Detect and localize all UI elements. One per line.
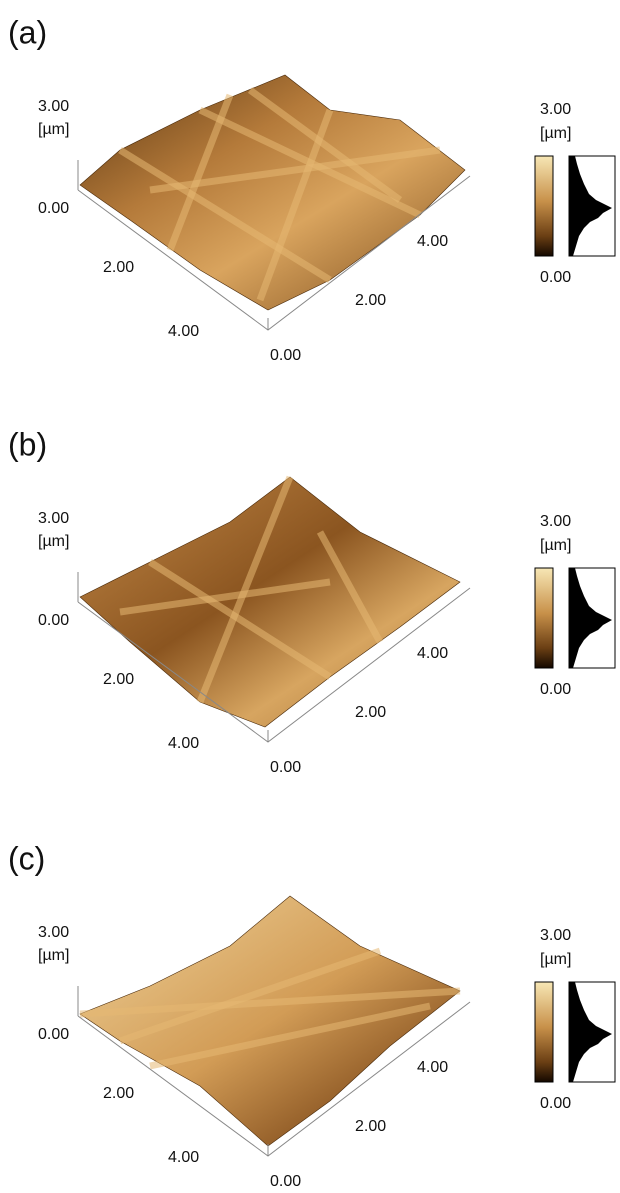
y-axis-label: 0.00 <box>270 759 301 776</box>
colorbar <box>535 982 553 1082</box>
z-axis-label: [µm] <box>38 947 69 964</box>
x-axis-label: 2.00 <box>103 259 134 276</box>
y-axis-label: 2.00 <box>355 704 386 721</box>
colorbar-label: 0.00 <box>540 681 571 698</box>
colorbar <box>535 156 553 256</box>
y-axis-label: 4.00 <box>417 233 448 250</box>
x-axis-label: 2.00 <box>103 671 134 688</box>
x-axis-label: 4.00 <box>168 323 199 340</box>
x-axis-label: 4.00 <box>168 735 199 752</box>
y-axis-label: 2.00 <box>355 1118 386 1135</box>
colorbar-label: 0.00 <box>540 1095 571 1112</box>
panel-label: (c) <box>8 840 45 876</box>
z-axis-label: 3.00 <box>38 98 69 115</box>
colorbar-label: 3.00 <box>540 513 571 530</box>
z-axis-label: 3.00 <box>38 510 69 527</box>
panel: (c) 3.00 [µm] 0.00 2.00 4.00 0.00 2.00 4.00 3.00 [… <box>8 840 615 1190</box>
figure: (a) 3.00 [µm] 0.00 2.00 4.00 0.00 2.00 4.00 3.00 [… <box>0 0 620 1193</box>
colorbar-label: 3.00 <box>540 101 571 118</box>
colorbar-label: 0.00 <box>540 269 571 286</box>
y-axis-label: 0.00 <box>270 1173 301 1190</box>
surface <box>80 477 460 727</box>
z-axis-label: [µm] <box>38 533 69 550</box>
x-axis-label: 2.00 <box>103 1085 134 1102</box>
z-axis-label: 0.00 <box>38 200 69 217</box>
panel: (b) 3.00 [µm] 0.00 2.00 4.00 0.00 2.00 4.00 3.00 [… <box>8 426 615 776</box>
colorbar-label: [µm] <box>540 537 571 554</box>
panel: (a) 3.00 [µm] 0.00 2.00 4.00 0.00 2.00 4.00 3.00 [… <box>8 14 615 364</box>
panel-label: (b) <box>8 426 47 462</box>
y-axis-label: 4.00 <box>417 1059 448 1076</box>
z-axis-label: 3.00 <box>38 924 69 941</box>
y-axis-label: 2.00 <box>355 292 386 309</box>
z-axis-label: [µm] <box>38 121 69 138</box>
z-axis-label: 0.00 <box>38 612 69 629</box>
colorbar-label: 3.00 <box>540 927 571 944</box>
x-axis-label: 4.00 <box>168 1149 199 1166</box>
panel-label: (a) <box>8 14 47 50</box>
colorbar-label: [µm] <box>540 125 571 142</box>
surface <box>80 896 460 1146</box>
y-axis-label: 0.00 <box>270 347 301 364</box>
z-axis-label: 0.00 <box>38 1026 69 1043</box>
y-axis-label: 4.00 <box>417 645 448 662</box>
colorbar-label: [µm] <box>540 951 571 968</box>
colorbar <box>535 568 553 668</box>
